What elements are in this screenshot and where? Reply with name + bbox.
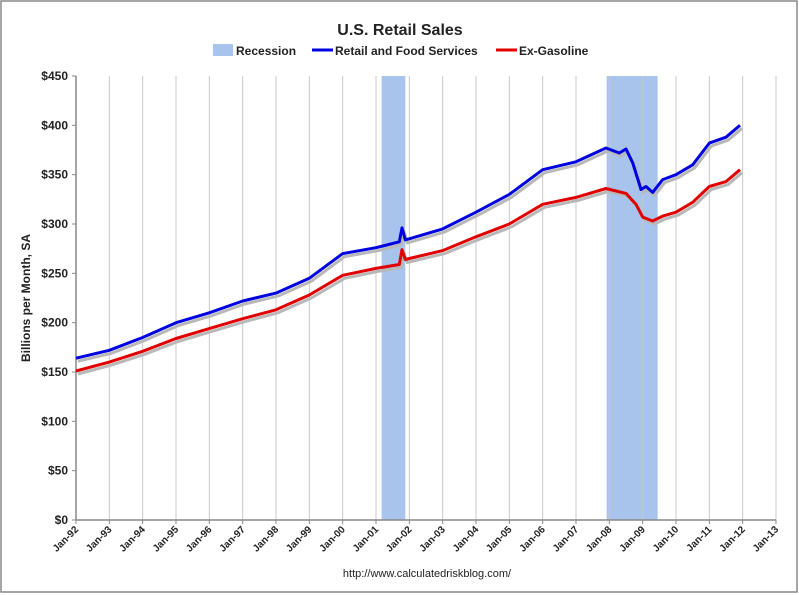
- y-tick-label: $450: [41, 69, 68, 83]
- y-tick-label: $50: [48, 464, 68, 478]
- y-tick-label: $150: [41, 365, 68, 379]
- y-tick-label: $400: [41, 118, 68, 132]
- recession-bands: [381, 76, 658, 520]
- y-tick-label: $100: [41, 414, 68, 428]
- y-tick-label: $0: [55, 513, 69, 527]
- y-tick-label: $350: [41, 168, 68, 182]
- chart-title: U.S. Retail Sales: [337, 22, 462, 39]
- series-shadow: [77, 127, 743, 363]
- legend-swatch-recession: [213, 44, 233, 56]
- y-tick-label: $300: [41, 217, 68, 231]
- legend: Recession Retail and Food Services Ex-Ga…: [213, 44, 589, 58]
- grid-lines: [108, 76, 777, 520]
- y-tick-label: $250: [41, 266, 68, 280]
- series-lines: [75, 124, 743, 376]
- source-url: http://www.calculatedriskblog.com/: [343, 568, 512, 580]
- retail-food-services-line: [75, 124, 741, 360]
- ex-gasoline-line: [75, 168, 741, 373]
- series-shadow: [77, 171, 743, 376]
- y-tick-label: $200: [41, 316, 68, 330]
- legend-label-recession: Recession: [236, 44, 296, 58]
- recession-band: [606, 76, 658, 520]
- recession-band: [381, 76, 406, 520]
- legend-label-exgas: Ex-Gasoline: [519, 44, 589, 58]
- legend-label-retail: Retail and Food Services: [335, 44, 478, 58]
- y-axis-label: Billions per Month, SA: [19, 234, 33, 362]
